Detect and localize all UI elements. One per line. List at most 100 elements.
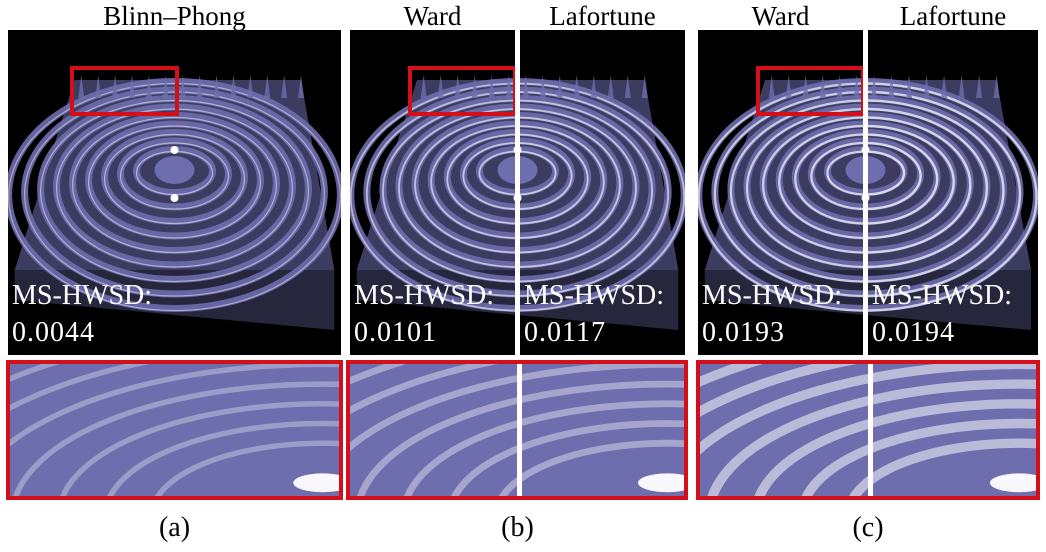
zoom-region-marker bbox=[408, 66, 515, 116]
ripple-highlight bbox=[382, 99, 515, 283]
zoom-ripple-band bbox=[10, 364, 339, 447]
specular-point bbox=[170, 146, 179, 154]
ripple-highlight bbox=[868, 99, 1005, 283]
title-ward-b: Ward bbox=[403, 1, 462, 31]
ripple-highlight bbox=[868, 116, 972, 254]
ripple-highlight bbox=[520, 91, 670, 297]
edge-spike bbox=[802, 75, 809, 98]
ripple-highlight bbox=[794, 133, 863, 225]
edge-spike bbox=[437, 75, 444, 98]
ripple-highlight bbox=[810, 141, 863, 211]
ripple-highlight bbox=[462, 142, 515, 210]
ripple-highlight bbox=[520, 133, 589, 225]
edge-spike bbox=[993, 75, 1000, 98]
specular-point bbox=[861, 146, 863, 154]
zoom-ripple-band bbox=[357, 380, 684, 496]
edge-spike bbox=[836, 75, 843, 98]
metric-ward-b: MS-HWSD: 0.0101 bbox=[354, 277, 494, 351]
specular-point bbox=[861, 194, 863, 202]
edge-spike bbox=[145, 75, 152, 98]
edge-spike bbox=[923, 75, 930, 98]
metric-value: 0.0194 bbox=[872, 317, 955, 348]
metric-value: 0.0117 bbox=[524, 317, 606, 348]
edge-spike bbox=[976, 75, 983, 98]
metric-lafortune-c: MS-HWSD: 0.0194 bbox=[872, 277, 1012, 351]
ripple-render-image bbox=[868, 75, 1038, 330]
ripple-highlight bbox=[762, 116, 863, 254]
edge-spike bbox=[607, 75, 614, 98]
ripple-highlight bbox=[868, 90, 1022, 298]
edge-spike bbox=[179, 75, 186, 98]
edge-spike bbox=[454, 75, 461, 98]
ripple-render-image bbox=[520, 75, 685, 330]
zoom-ripple-band bbox=[801, 418, 1036, 496]
edge-spike bbox=[906, 75, 913, 98]
zoom-ripple-band bbox=[700, 364, 1036, 455]
edge-spike bbox=[264, 75, 271, 98]
center-bump bbox=[497, 156, 515, 184]
metric-lafortune-b: MS-HWSD: 0.0117 bbox=[524, 277, 664, 351]
ripple-highlight bbox=[868, 141, 922, 211]
zoom-ripple-band bbox=[13, 381, 339, 496]
ripple-highlight bbox=[868, 107, 989, 269]
edge-spike bbox=[281, 75, 288, 98]
ripple-highlight bbox=[520, 99, 653, 283]
ripple-highlight bbox=[868, 133, 939, 225]
ripple-ring bbox=[21, 86, 328, 298]
specular-point bbox=[513, 194, 515, 202]
zoom-specular bbox=[293, 473, 339, 493]
specular-point bbox=[868, 194, 870, 202]
surface-skirt bbox=[868, 270, 1032, 330]
zoom-specular bbox=[638, 473, 684, 493]
edge-spike bbox=[505, 75, 512, 98]
zoom-inset-a bbox=[6, 360, 343, 500]
metric-value: 0.0193 bbox=[702, 317, 785, 348]
zoom-region-marker bbox=[70, 66, 179, 116]
edge-spike bbox=[128, 75, 135, 98]
specular-point bbox=[170, 194, 179, 202]
zoom-ripple-band bbox=[60, 401, 339, 496]
ripple-highlight bbox=[520, 142, 573, 210]
render-lafortune-c: MS-HWSD: 0.0194 bbox=[868, 30, 1038, 355]
ripple-highlight bbox=[778, 124, 863, 240]
title-lafortune-c: Lafortune bbox=[899, 1, 1007, 31]
ripple-highlight bbox=[520, 82, 685, 312]
zoom-ripple-band bbox=[707, 379, 1036, 496]
edge-spike bbox=[471, 75, 478, 98]
caption-a: (a) bbox=[158, 512, 191, 543]
ripple-highlight bbox=[24, 91, 325, 297]
metric-label: MS-HWSD: bbox=[872, 280, 1013, 311]
zoom-specular bbox=[989, 473, 1036, 493]
specular-point bbox=[868, 146, 870, 154]
ripple-highlight bbox=[826, 150, 863, 196]
edge-spike bbox=[785, 75, 792, 98]
ripple-highlight bbox=[520, 108, 637, 268]
surface-skirt bbox=[520, 270, 679, 330]
edge-spike bbox=[870, 75, 877, 98]
edge-spike bbox=[196, 75, 203, 98]
zoom-inset-b bbox=[346, 360, 688, 500]
edge-spike bbox=[768, 75, 775, 98]
ripple-highlight bbox=[478, 150, 515, 196]
ripple-ring bbox=[53, 103, 296, 269]
zoom-ripple-band bbox=[350, 364, 684, 452]
zoom-ripple-band bbox=[754, 399, 1036, 496]
ripple-highlight bbox=[430, 125, 515, 239]
ripple-highlight bbox=[40, 99, 309, 283]
ripple-render-image bbox=[698, 66, 863, 315]
ripple-highlight bbox=[520, 116, 621, 254]
ripple-highlight bbox=[745, 107, 863, 269]
metric-label: MS-HWSD: bbox=[702, 280, 843, 311]
edge-spike bbox=[641, 75, 648, 98]
ripple-highlight bbox=[520, 125, 605, 239]
render-blinn-phong: MS-HWSD: 0.0044 bbox=[8, 30, 341, 355]
render-ward-c: MS-HWSD: 0.0193 bbox=[698, 30, 863, 355]
ripple-highlight bbox=[868, 82, 1038, 312]
zoom-inset-c bbox=[696, 360, 1040, 500]
ripple-highlight bbox=[350, 82, 515, 312]
surface-skirt bbox=[14, 270, 335, 330]
center-bump bbox=[868, 156, 886, 184]
edge-spike bbox=[230, 75, 237, 98]
zoom-divider bbox=[517, 364, 522, 496]
caption-b: (b) bbox=[501, 512, 534, 543]
